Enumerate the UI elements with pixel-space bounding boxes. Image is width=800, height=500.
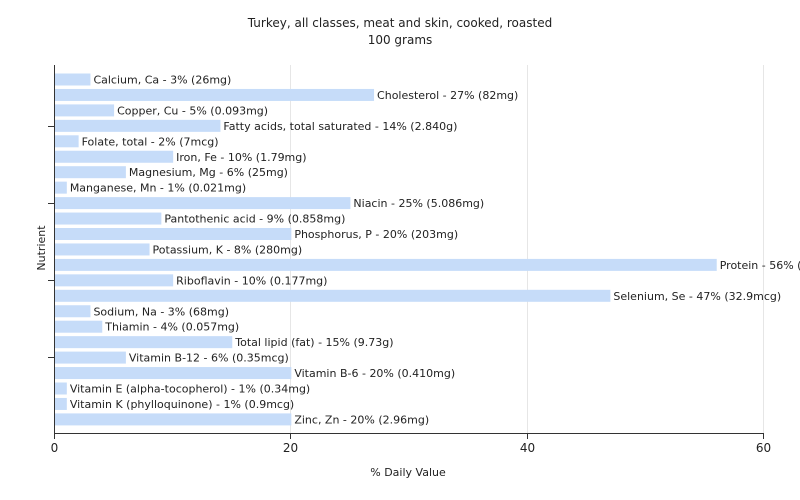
bar-label: Magnesium, Mg - 6% (25mg) [129,166,288,179]
bars: Calcium, Ca - 3% (26mg) Cholesterol - 27%… [55,73,800,426]
bar [55,73,91,86]
x-tick-label: 20 [283,441,298,455]
bar [55,119,221,132]
bar-label: Copper, Cu - 5% (0.093mg) [117,104,268,117]
bar [55,413,292,426]
bar-label: Protein - 56% (28.10g) [720,259,800,272]
bar-label: Cholesterol - 27% (82mg) [377,89,518,102]
x-tick-label: 60 [756,441,771,455]
bar-label: Vitamin E (alpha-tocopherol) - 1% (0.34m… [70,383,310,396]
bar [55,135,79,148]
bar-label: Sodium, Na - 3% (68mg) [93,305,229,318]
bar-label: Total lipid (fat) - 15% (9.73g) [234,336,393,349]
bar-label: Zinc, Zn - 20% (2.96mg) [294,413,429,426]
bar-label: Potassium, K - 8% (280mg) [153,243,303,256]
chart-subtitle: 100 grams [368,33,433,47]
bar-label: Niacin - 25% (5.086mg) [353,197,484,210]
bar [55,397,67,410]
axes: 0 20 40 60 [48,65,771,455]
x-tick-label: 0 [51,441,59,455]
bar [55,212,162,225]
bar-label: Manganese, Mn - 1% (0.021mg) [70,182,246,195]
bar-label: Pantothenic acid - 9% (0.858mg) [164,213,345,226]
bar-label: Vitamin B-6 - 20% (0.410mg) [294,367,455,380]
bar [55,367,292,380]
x-axis-label: % Daily Value [370,466,446,479]
chart-title: Turkey, all classes, meat and skin, cook… [247,16,552,30]
bar [55,150,174,163]
bar [55,305,91,318]
bar [55,351,126,364]
bar-label: Vitamin B-12 - 6% (0.35mcg) [129,352,289,365]
bar-label: Calcium, Ca - 3% (26mg) [93,74,231,87]
bar [55,166,126,179]
bar [55,320,103,333]
bar [55,197,351,210]
bar [55,243,150,256]
bar [55,181,67,194]
bar-label: Fatty acids, total saturated - 14% (2.84… [223,120,457,133]
bar [55,274,174,287]
bar [55,258,717,271]
bar [55,289,611,302]
bar-label: Thiamin - 4% (0.057mg) [104,321,239,334]
bar-label: Phosphorus, P - 20% (203mg) [294,228,458,241]
bar-label: Vitamin K (phylloquinone) - 1% (0.9mcg) [70,398,294,411]
bar [55,382,67,395]
bar [55,88,375,101]
bar [55,104,115,117]
bar [55,228,292,240]
bar-label: Selenium, Se - 47% (32.9mcg) [613,290,781,303]
bar-label: Riboflavin - 10% (0.177mg) [176,274,327,287]
bar-label: Folate, total - 2% (7mcg) [82,135,219,148]
y-axis-label: Nutrient [35,225,48,271]
bar-label: Iron, Fe - 10% (1.79mg) [176,151,306,164]
x-tick-label: 40 [520,441,535,455]
bar [55,336,233,349]
